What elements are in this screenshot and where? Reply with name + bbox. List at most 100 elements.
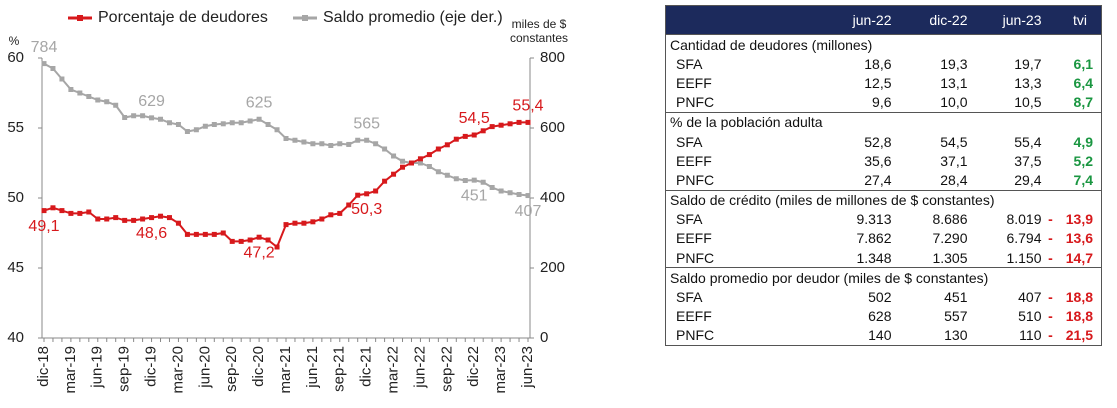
data-point (59, 208, 65, 214)
data-point (149, 115, 155, 121)
cell: 54,5 (940, 133, 968, 150)
data-label: 47,2 (244, 244, 275, 261)
y2-tick-label: 200 (540, 259, 565, 276)
x-tick-label: jun-22 (411, 346, 428, 389)
data-point (373, 188, 379, 194)
data-point (238, 120, 244, 126)
data-point (166, 215, 172, 221)
data-point (131, 113, 137, 119)
data-point (391, 153, 397, 159)
x-tick-label: dic-19 (143, 346, 160, 387)
header-cell: dic-22 (891, 5, 968, 35)
sign (1042, 73, 1060, 92)
data-point (77, 210, 83, 216)
data-point (59, 76, 65, 82)
data-row: SFA 52,8 54,5 55,4 4,9 (666, 132, 1102, 151)
section-row: % de la población adulta (665, 111, 1102, 132)
tvi: 21,5 (1065, 327, 1093, 344)
data-point (364, 137, 370, 143)
data-point (498, 122, 504, 128)
x-tick-label: sep-21 (331, 346, 348, 392)
data-point (166, 120, 172, 126)
row-label: EEFF (676, 308, 712, 325)
data-point (525, 193, 531, 199)
data-point (391, 171, 397, 177)
data-point (238, 238, 244, 244)
data-point (444, 142, 450, 148)
y-tick-label: 55 (7, 119, 24, 136)
data-point (158, 116, 164, 122)
data-point (480, 179, 486, 185)
data-label: 49,1 (28, 218, 59, 235)
cell: 37,1 (940, 152, 968, 169)
sign (1042, 93, 1060, 113)
data-point (113, 102, 119, 108)
y2-axis-label: miles de $ constantes (509, 17, 569, 45)
tvi: 6,4 (1073, 74, 1093, 91)
cell: 9,6 (872, 94, 892, 111)
y-tick-label: 45 (7, 259, 24, 276)
sign: - (1048, 249, 1053, 266)
sign: - (1048, 308, 1053, 325)
cell: 8.686 (932, 211, 968, 228)
cell: 557 (944, 308, 968, 325)
data-label: 48,6 (136, 225, 167, 242)
data-point (301, 139, 307, 145)
section-row: Saldo de crédito (miles de millones de $… (665, 189, 1102, 210)
sign: - (1048, 327, 1053, 344)
data-point (104, 216, 110, 222)
data-point (140, 216, 146, 222)
legend-label: Porcentaje de deudores (98, 9, 268, 26)
cell: 1.150 (1006, 249, 1042, 266)
data-point (489, 124, 495, 130)
cell: 451 (944, 289, 968, 306)
data-point (292, 137, 298, 143)
section-title: Saldo promedio por deudor (miles de $ co… (665, 267, 1102, 288)
x-tick-label: mar-22 (385, 346, 402, 394)
data-row: EEFF 12,5 13,1 13,3 6,4 (666, 73, 1102, 92)
data-point (122, 115, 128, 120)
data-point (310, 141, 316, 147)
data-point (41, 208, 47, 214)
data-point (417, 156, 423, 162)
data-point (104, 99, 110, 105)
data-row: PNFC 27,4 28,4 29,4 7,4 (666, 170, 1102, 190)
data-row: EEFF 7.862 7.290 6.794-13,6 (666, 229, 1102, 248)
tvi: 18,8 (1065, 289, 1093, 306)
header-cell: jun-23 (967, 5, 1042, 35)
row-label: SFA (676, 133, 703, 150)
y-axis-label: % (9, 34, 20, 48)
row-label: EEFF (676, 230, 712, 247)
x-tick-label: dic-20 (250, 346, 267, 387)
tvi: 13,6 (1065, 230, 1093, 247)
section-row: Saldo promedio por deudor (miles de $ co… (665, 267, 1102, 288)
x-tick-label: jun-19 (89, 346, 106, 389)
data-point (400, 158, 406, 164)
data-point (435, 146, 441, 152)
data-point (453, 136, 459, 142)
legend-marker (302, 15, 308, 21)
data-label: 565 (353, 115, 380, 132)
data-point (202, 231, 208, 237)
row-label: SFA (676, 55, 703, 72)
data-label: 407 (515, 203, 542, 220)
cell: 8.019 (1006, 211, 1042, 228)
cell: 6.794 (1006, 230, 1042, 247)
cell: 9.313 (856, 211, 892, 228)
data-row: SFA 18,6 19,3 19,7 6,1 (666, 54, 1102, 73)
data-point (193, 127, 199, 133)
data-point (211, 122, 217, 127)
legend-label: Saldo promedio (eje der.) (323, 9, 503, 26)
data-point (489, 185, 495, 190)
x-tick-label: sep-22 (438, 346, 455, 392)
data-point (50, 205, 56, 211)
data-row: PNFC 1.348 1.305 1.150-14,7 (666, 248, 1102, 268)
data-point (68, 210, 74, 216)
data-point (229, 238, 235, 244)
data-point (355, 192, 361, 198)
section-title: Saldo de crédito (miles de millones de $… (665, 189, 1102, 210)
data-point (301, 220, 307, 226)
data-point (471, 132, 477, 138)
data-point (400, 164, 406, 170)
